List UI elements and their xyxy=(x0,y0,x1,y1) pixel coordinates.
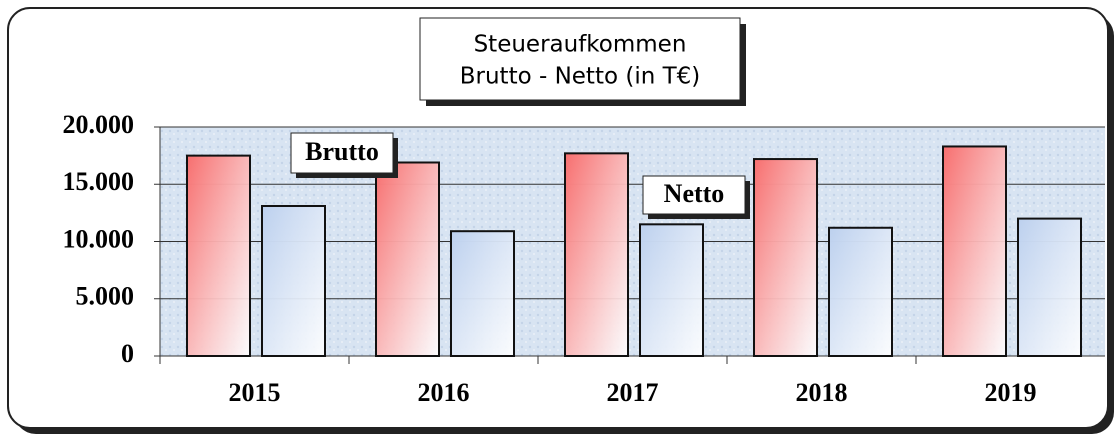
x-tick-label: 2016 xyxy=(418,378,470,407)
y-tick-label: 10.000 xyxy=(63,224,135,253)
chart-title: Brutto - Netto (in T€) xyxy=(460,64,701,90)
bar xyxy=(375,161,440,357)
bar xyxy=(450,230,515,358)
title-box xyxy=(419,17,741,101)
legend-box xyxy=(290,132,394,174)
y-tick-label: 5.000 xyxy=(76,282,135,311)
legend-box xyxy=(642,175,746,215)
x-tick-label: 2018 xyxy=(796,378,848,407)
bar xyxy=(828,226,893,357)
chart-title: Steueraufkommen xyxy=(474,32,687,58)
bar xyxy=(186,154,251,357)
x-tick-label: 2015 xyxy=(229,378,281,407)
bar xyxy=(261,205,326,357)
x-tick-label: 2017 xyxy=(607,378,659,407)
bar xyxy=(639,223,704,357)
bar xyxy=(942,145,1007,357)
bar xyxy=(1017,217,1082,357)
y-tick-label: 0 xyxy=(121,339,134,368)
bar xyxy=(753,158,818,357)
y-tick-label: 15.000 xyxy=(63,167,135,196)
x-tick-label: 2019 xyxy=(985,378,1037,407)
y-tick-label: 20.000 xyxy=(63,110,135,139)
bar xyxy=(564,152,629,357)
legend-label: Netto xyxy=(664,179,725,208)
legend-label: Brutto xyxy=(305,137,379,166)
